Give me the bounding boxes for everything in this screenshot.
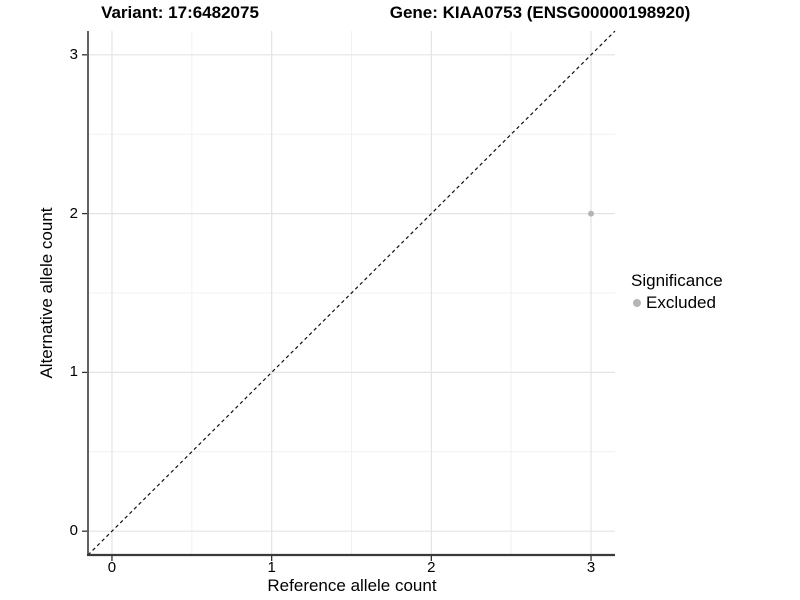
data-point — [588, 210, 595, 217]
x-tick-label: 0 — [107, 559, 117, 576]
y-tick-label: 0 — [69, 522, 78, 540]
x-axis-title: Reference allele count — [267, 576, 437, 595]
y-tick-label: 1 — [69, 363, 78, 381]
y-tick-label: 2 — [69, 204, 78, 222]
y-tick-label: 3 — [69, 45, 78, 63]
legend-point-icon — [633, 299, 641, 307]
variant-title: Variant: 17:6482075 — [101, 3, 259, 22]
legend-title: Significance — [631, 271, 723, 290]
legend: Significance Excluded — [631, 271, 723, 312]
legend-item-label: Excluded — [646, 293, 716, 312]
x-tick-label: 3 — [586, 559, 596, 576]
identity-reference-line — [87, 30, 616, 556]
x-tick-label: 1 — [267, 559, 276, 576]
legend-items: Excluded — [631, 294, 723, 312]
legend-item: Excluded — [631, 294, 723, 312]
gene-title: Gene: KIAA0753 (ENSG00000198920) — [389, 3, 691, 22]
x-tick-label: 2 — [427, 559, 436, 576]
